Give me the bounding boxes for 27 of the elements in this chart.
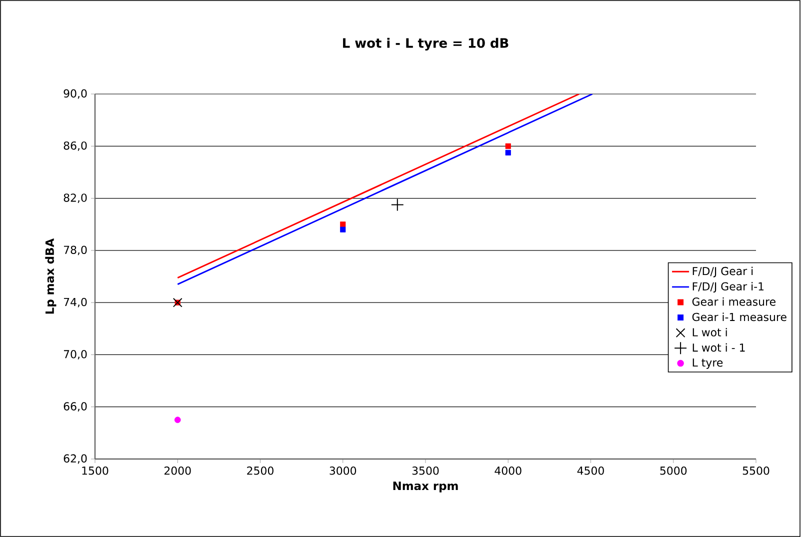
x-tick-label: 5500 — [742, 466, 770, 475]
y-tick-label: 74,0 — [64, 298, 87, 308]
legend-label: F/D/J Gear i-1 — [692, 282, 764, 293]
legend-label: F/D/J Gear i — [692, 266, 753, 278]
legend-label: Gear i-1 measure — [692, 312, 786, 322]
x-tick-label: 3500 — [412, 466, 439, 475]
x-tick-label: 3000 — [330, 466, 356, 475]
y-tick-label: 62,0 — [64, 454, 87, 464]
y-tick-label: 66,0 — [64, 402, 87, 412]
legend-label: L wot i - 1 — [692, 343, 745, 352]
x-tick-label: 1500 — [82, 466, 108, 475]
x-axis-title: Nmax rpm — [393, 482, 458, 492]
legend-label: Gear i measure — [692, 297, 776, 306]
x-tick-label: 2000 — [164, 466, 191, 475]
x-tick-label: 2500 — [247, 466, 274, 475]
y-tick-label: 90,0 — [64, 89, 87, 99]
y-tick-label: 82,0 — [64, 194, 87, 203]
y-tick-label: 78,0 — [64, 246, 87, 256]
y-tick-label: 86,0 — [64, 141, 87, 151]
x-tick-label: 4000 — [494, 466, 522, 475]
legend-label: L tyre — [692, 358, 723, 369]
x-tick-label: 5000 — [660, 466, 687, 475]
legend-label: L wot i — [692, 328, 727, 336]
x-tick-label: 4500 — [577, 466, 604, 475]
chart-title: L wot i - L tyre = 10 dB — [343, 38, 508, 50]
y-tick-label: 70,0 — [64, 350, 87, 360]
y-axis-title: Lp max dBA — [45, 238, 56, 314]
